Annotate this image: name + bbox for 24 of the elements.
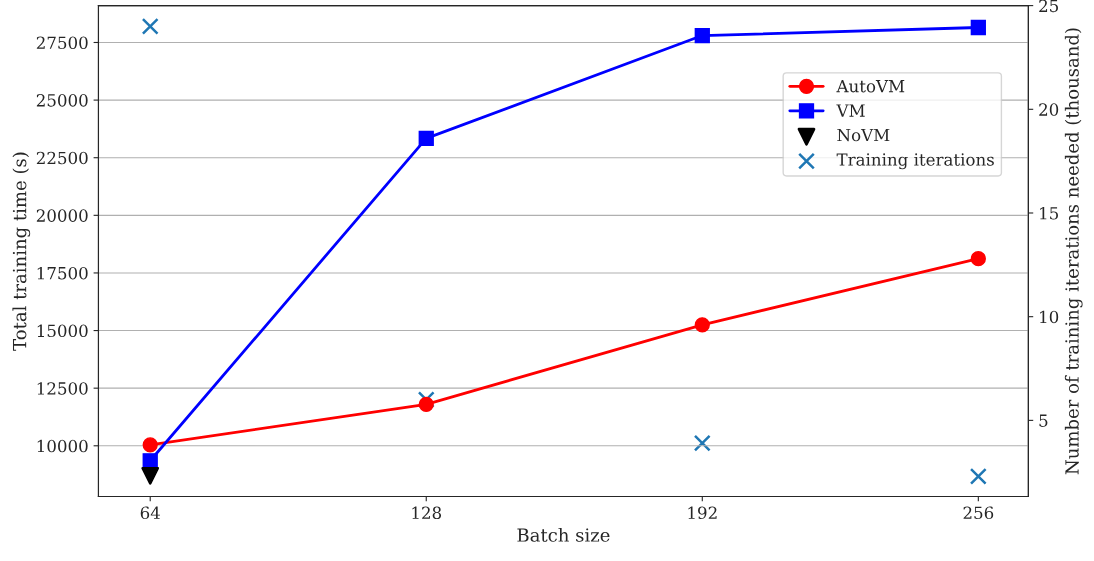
y2-tick-label: 5 (1039, 414, 1048, 427)
y-tick-label: 17500 (37, 266, 88, 280)
y-tick-label: 25000 (36, 94, 88, 107)
x-axis-title: Batch size (517, 527, 610, 542)
legend-label: NoVM (837, 128, 890, 142)
y-tick-label: 27500 (36, 36, 88, 50)
y-tick-label: 20000 (36, 209, 88, 222)
x-tick-label: 192 (688, 506, 717, 520)
y-tick-label: 12500 (37, 382, 88, 395)
x-tick-label: 128 (412, 506, 442, 520)
y-axis-title: Total training time (s) (12, 152, 31, 351)
y-tick-label: 10000 (37, 439, 88, 453)
y2-tick-label: 10 (1040, 310, 1059, 324)
y2-tick-label: 25 (1039, 0, 1058, 13)
legend-label: AutoVM (836, 80, 905, 93)
legend-label: VM (836, 104, 865, 117)
y2-axis-title: Number of training iterations needed (thousand) (1064, 28, 1083, 475)
x-tick-label: 256 (963, 506, 994, 520)
y-tick-label: 22500 (36, 151, 88, 165)
y-tick-label: 15000 (37, 324, 88, 338)
x-tick-label: 64 (140, 506, 160, 520)
y2-tick-label: 20 (1039, 103, 1059, 116)
legend-label: Training iterations (836, 153, 994, 170)
y2-tick-label: 15 (1040, 206, 1058, 220)
